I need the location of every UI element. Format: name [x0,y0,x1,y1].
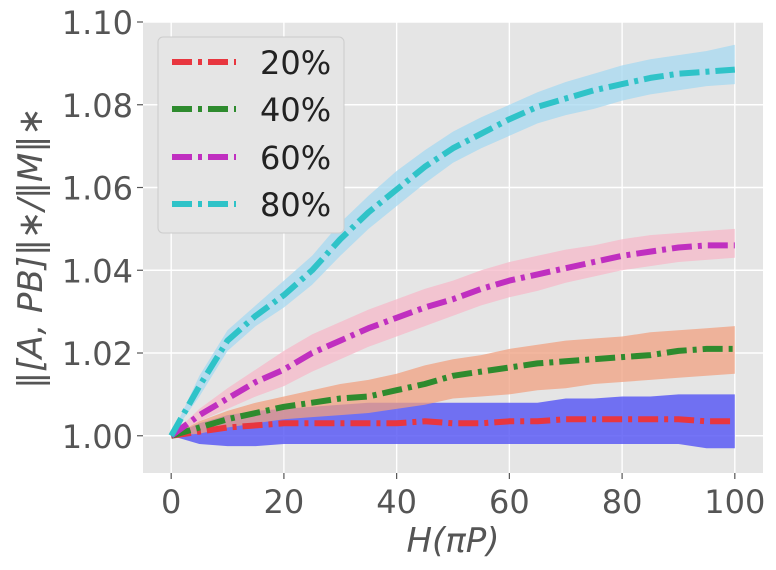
x-tick-label-80: 80 [602,483,643,521]
y-tick-label-1-06: 1.06 [62,170,133,208]
series-lines [168,66,736,439]
y-axis-label: ‖[A, PB]‖∗/‖M‖∗ [11,107,51,389]
x-tick-label-40: 40 [376,483,417,521]
legend-entry-40: 40% [172,91,331,129]
y-tick-label-1-02: 1.02 [62,335,133,373]
x-axis-label: H(πP) [406,521,499,561]
series-line-60 [169,242,735,439]
grid [143,21,763,473]
y-tick-label-1-04: 1.04 [62,252,133,290]
y-axis: 1.00 1.02 1.04 1.06 1.08 1.10 [62,4,143,456]
confidence-band-80 [171,44,735,436]
legend-label-80: 80% [260,186,331,224]
legend-entry-60: 60% [172,139,331,177]
x-axis: 0 20 40 60 80 100 [161,473,765,521]
series-line-40 [170,345,735,439]
series-line-80 [168,66,736,438]
legend-box [157,36,345,234]
legend-entry-20: 20% [172,44,331,82]
x-tick-label-60: 60 [489,483,530,521]
legend-entry-80: 80% [172,186,331,224]
legend-label-40: 40% [260,91,331,129]
y-tick-label-1-10: 1.10 [62,4,133,42]
legend-label-60: 60% [260,139,331,177]
y-tick-label-1-00: 1.00 [62,418,133,456]
legend: 20% 40% 60% 80% [157,36,345,234]
legend-label-20: 20% [260,44,331,82]
confidence-band-40 [171,326,735,436]
y-tick-label-1-08: 1.08 [62,87,133,125]
x-tick-label-0: 0 [161,483,181,521]
x-tick-label-100: 100 [704,483,765,521]
x-tick-label-20: 20 [264,483,305,521]
series-line-20 [170,416,735,439]
